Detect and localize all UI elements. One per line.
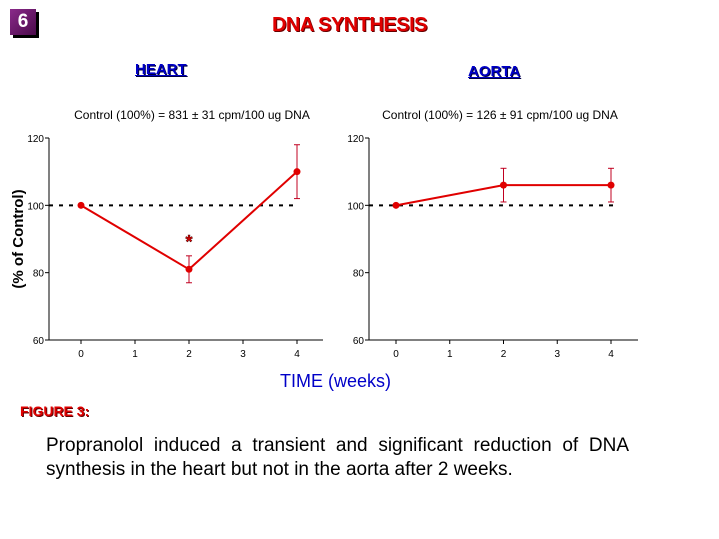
x-axis-label: TIME (weeks) — [0, 371, 719, 392]
y-tick-label: 100 — [347, 201, 364, 212]
chart-subtitle: Control (100%) = 126 ± 91 cpm/100 ug DNA — [382, 108, 618, 122]
chart-subtitle: Control (100%) = 831 ± 31 cpm/100 ug DNA — [74, 108, 310, 122]
y-tick-label: 80 — [353, 269, 365, 280]
y-tick-label: 100 — [27, 201, 44, 212]
x-tick-label: 0 — [393, 349, 399, 360]
x-axis-label-text: TIME (weeks) — [279, 371, 391, 391]
x-tick-label: 1 — [132, 349, 138, 360]
y-tick-label: 120 — [347, 134, 364, 145]
figure-caption: Propranolol induced a transient and sign… — [46, 435, 629, 480]
figure-label: FIGURE 3: — [20, 403, 90, 419]
x-tick-label: 0 — [78, 349, 84, 360]
data-point — [500, 181, 507, 189]
heart-panel-title: HEART — [135, 61, 187, 78]
data-point — [185, 265, 193, 273]
data-point — [293, 168, 301, 176]
x-tick-label: 3 — [240, 349, 246, 360]
x-tick-label: 2 — [501, 349, 507, 360]
data-point — [607, 181, 615, 189]
series-line — [80, 170, 298, 271]
aorta-panel-title: AORTA — [468, 63, 521, 80]
slide-number-badge: 6 — [10, 9, 36, 35]
x-tick-label: 4 — [294, 349, 300, 360]
x-tick-label: 1 — [447, 349, 453, 360]
y-tick-label: 60 — [33, 336, 45, 347]
y-tick-label: 80 — [33, 269, 45, 280]
x-tick-label: 2 — [186, 349, 192, 360]
y-axis-label: (% of Control) — [10, 189, 27, 288]
x-tick-label: 4 — [608, 349, 614, 360]
significance-star: * — [185, 232, 192, 252]
heart-chart: Control (100%) = 831 ± 31 cpm/100 ug DNA… — [27, 108, 323, 360]
y-tick-label: 120 — [27, 134, 44, 145]
y-tick-label: 60 — [353, 336, 365, 347]
data-point — [392, 201, 400, 209]
slide-title: DNA SYNTHESIS — [0, 14, 719, 37]
aorta-chart: Control (100%) = 126 ± 91 cpm/100 ug DNA… — [347, 108, 638, 360]
slide-title-text: DNA SYNTHESIS — [271, 14, 428, 36]
data-point — [77, 201, 85, 209]
x-tick-label: 3 — [554, 349, 560, 360]
